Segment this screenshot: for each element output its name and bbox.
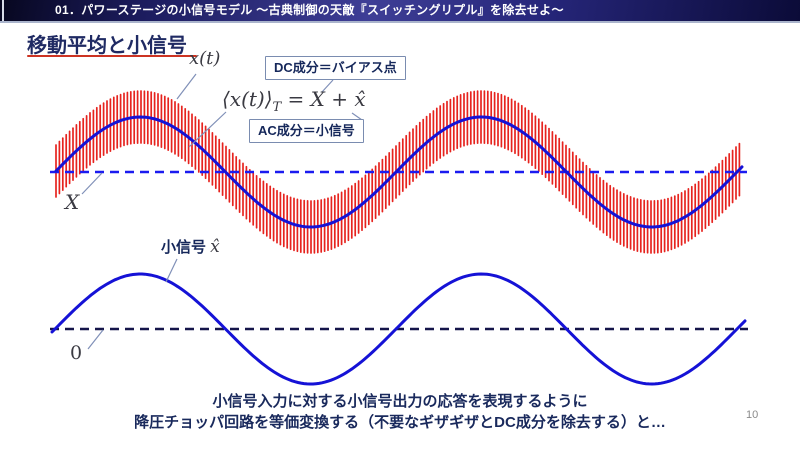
small-signal-text: 小信号 bbox=[161, 239, 211, 256]
header-bar: 01．パワーステージの小信号モデル ～古典制御の天敵『スイッチングリプル』を除去… bbox=[0, 0, 800, 23]
caption-line-2: 降圧チョッパ回路を等価変換する（不要なギザギザとDC成分を除去する）と… bbox=[134, 414, 666, 431]
zero-level-label: 0 bbox=[70, 342, 83, 364]
signal-label: x(t) bbox=[189, 48, 221, 69]
formula-subscript: T bbox=[272, 100, 282, 115]
dc-component-callout: DC成分＝バイアス点 bbox=[265, 56, 406, 80]
header-title: 01．パワーステージの小信号モデル ～古典制御の天敵『スイッチングリプル』を除去… bbox=[55, 3, 564, 17]
moving-average-formula: ⟨x(t)⟩T = X + x̂ bbox=[222, 87, 366, 115]
small-signal-symbol: x̂ bbox=[210, 237, 220, 257]
caption-line-1: 小信号入力に対する小信号出力の応答を表現するように bbox=[212, 393, 588, 410]
header-accent-line bbox=[2, 0, 4, 21]
formula-bracket-term: ⟨x(t)⟩ bbox=[222, 87, 273, 111]
page-number: 10 bbox=[746, 409, 759, 421]
formula-rhs: = X + x̂ bbox=[281, 87, 366, 111]
page-title: 移動平均と小信号 bbox=[27, 35, 187, 57]
ac-component-callout: AC成分＝小信号 bbox=[249, 119, 364, 143]
small-signal-label: 小信号 x̂ bbox=[161, 236, 220, 257]
caption: 小信号入力に対する小信号出力の応答を表現するように 降圧チョッパ回路を等価変換す… bbox=[0, 391, 800, 433]
dc-level-label: X bbox=[65, 190, 80, 214]
title-underline bbox=[27, 55, 197, 57]
